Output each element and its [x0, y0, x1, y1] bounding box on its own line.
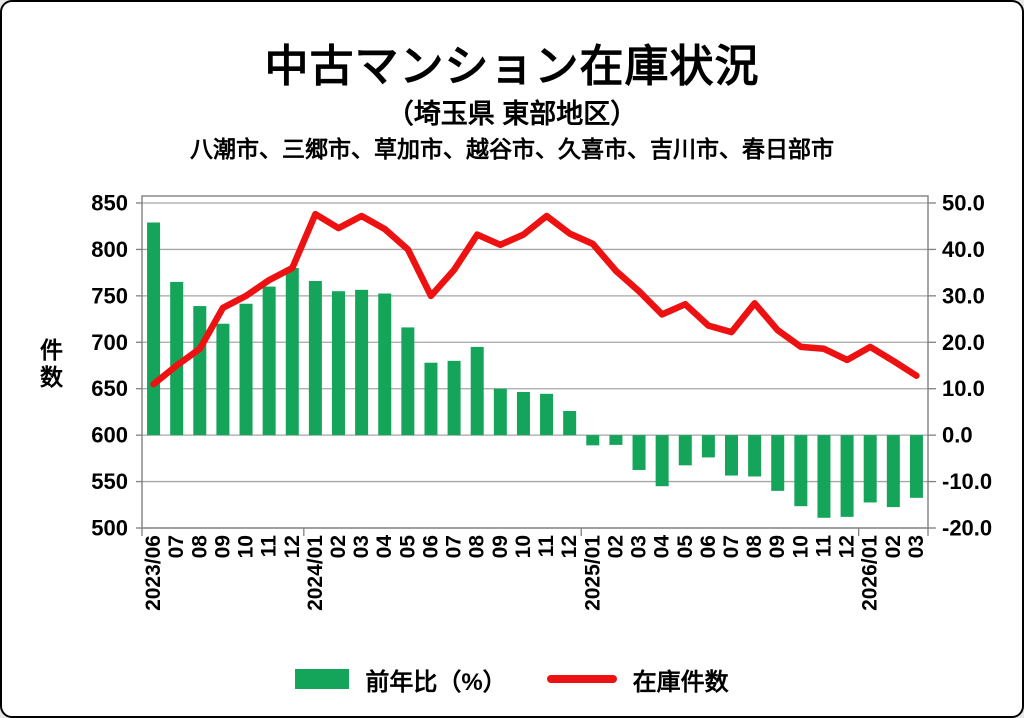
yoy-bar-05 [401, 327, 415, 436]
yoy-bar-08 [470, 346, 484, 436]
legend-line-label: 在庫件数 [632, 668, 729, 696]
legend-bar-label: 前年比（%） [365, 668, 507, 696]
x-axis-label: 08 [466, 535, 489, 559]
x-axis-label: 05 [674, 535, 697, 559]
left-axis-label: 750 [91, 283, 128, 308]
x-axis-label: 08 [743, 535, 766, 559]
left-axis-title: 件数 [36, 338, 63, 392]
yoy-bar-2026/01 [863, 435, 877, 503]
x-axis-label: 2025/01 [581, 535, 604, 611]
x-axis-label: 06 [697, 535, 720, 558]
yoy-bar-08 [193, 306, 207, 436]
yoy-bar-12 [563, 411, 577, 436]
left-axis-label: 800 [91, 237, 128, 262]
right-axis-label: 50.0 [942, 191, 985, 216]
x-axis-label: 09 [211, 535, 234, 558]
yoy-bar-02 [332, 291, 345, 436]
legend-line-swatch [546, 675, 617, 683]
yoy-bar-07 [447, 360, 461, 436]
x-axis-label: 12 [836, 535, 859, 558]
x-axis-label: 07 [720, 535, 743, 558]
yoy-bar-12 [285, 268, 299, 436]
x-axis-label: 06 [419, 535, 442, 558]
yoy-bar-11 [817, 435, 831, 518]
x-axis-label: 2026/01 [859, 535, 882, 611]
yoy-bar-04 [378, 293, 392, 436]
x-axis-label: 2023/06 [142, 535, 165, 611]
yoy-bar-03 [909, 435, 923, 498]
left-axis-label: 600 [91, 423, 128, 448]
yoy-bar-09 [771, 435, 785, 491]
yoy-bar-07 [170, 281, 184, 436]
chart-subtitle: （埼玉県 東部地区） [386, 99, 638, 129]
x-axis-label: 02 [327, 535, 350, 558]
yoy-bar-03 [632, 435, 646, 470]
yoy-bar-05 [678, 435, 692, 466]
x-axis-label: 02 [882, 535, 905, 558]
x-axis-label: 11 [258, 535, 281, 558]
x-axis-label: 09 [489, 535, 512, 558]
left-axis-label: 550 [91, 469, 128, 494]
inventory-line [150, 210, 920, 388]
legend: 前年比（%） 在庫件数 [2, 660, 1022, 698]
x-axis-label: 11 [812, 535, 835, 558]
yoy-bar-2025/01 [586, 435, 600, 446]
right-axis-label: 30.0 [942, 283, 985, 308]
right-axis-label: -20.0 [942, 516, 992, 541]
x-axis-label: 2024/01 [304, 535, 327, 611]
right-axis-label: 10.0 [942, 376, 985, 401]
yoy-bar-02 [886, 435, 900, 508]
yoy-bar-10 [516, 391, 530, 436]
x-axis-label: 09 [766, 535, 789, 558]
x-axis-label: 12 [281, 535, 304, 558]
yoy-bar-09 [216, 323, 230, 436]
x-axis-label: 11 [535, 535, 558, 558]
x-axis-label: 03 [350, 535, 373, 558]
yoy-bar-2023/06 [147, 222, 161, 436]
yoy-bar-06 [424, 362, 438, 436]
plot-border [141, 195, 929, 529]
yoy-bar-2024/01 [308, 281, 322, 436]
x-axis-label: 10 [512, 535, 535, 558]
right-axis-label: 20.0 [942, 330, 985, 355]
x-axis-label: 12 [558, 535, 581, 558]
right-axis-label: 0.0 [942, 423, 973, 448]
x-axis-label: 04 [373, 535, 396, 559]
x-axis-label: 10 [235, 535, 258, 558]
yoy-bar-10 [239, 303, 253, 436]
x-axis-label: 05 [396, 535, 419, 559]
left-axis-label: 850 [91, 191, 128, 216]
yoy-bar-08 [748, 435, 762, 477]
yoy-bar-12 [840, 435, 854, 517]
x-axis-label: 03 [905, 535, 928, 558]
x-axis-label: 02 [604, 535, 627, 558]
right-axis-label: 40.0 [942, 237, 985, 262]
yoy-bar-09 [493, 388, 507, 436]
left-axis-label: 650 [91, 376, 128, 401]
x-axis-label: 03 [628, 535, 651, 558]
yoy-bar-10 [794, 435, 808, 507]
yoy-bar-06 [701, 435, 715, 458]
yoy-bar-02 [609, 435, 623, 445]
legend-bar-swatch [295, 669, 350, 689]
left-axis-label: 700 [91, 330, 128, 355]
chart-title: 中古マンション在庫状況 [264, 42, 760, 91]
yoy-bar-04 [655, 435, 669, 487]
x-axis-label: 08 [188, 535, 211, 559]
left-axis-label: 500 [91, 516, 128, 541]
chart-region-list: 八潮市、三郷市、草加市、越谷市、久喜市、吉川市、春日部市 [190, 136, 834, 162]
x-axis-label: 07 [443, 535, 466, 558]
right-axis-label: -10.0 [942, 469, 992, 494]
yoy-bar-11 [540, 393, 554, 436]
yoy-bar-07 [725, 435, 738, 476]
x-axis-label: 10 [789, 535, 812, 558]
yoy-bar-11 [262, 286, 276, 436]
x-axis-label: 07 [165, 535, 188, 558]
x-axis-label: 04 [651, 535, 674, 559]
yoy-bar-03 [355, 289, 369, 436]
